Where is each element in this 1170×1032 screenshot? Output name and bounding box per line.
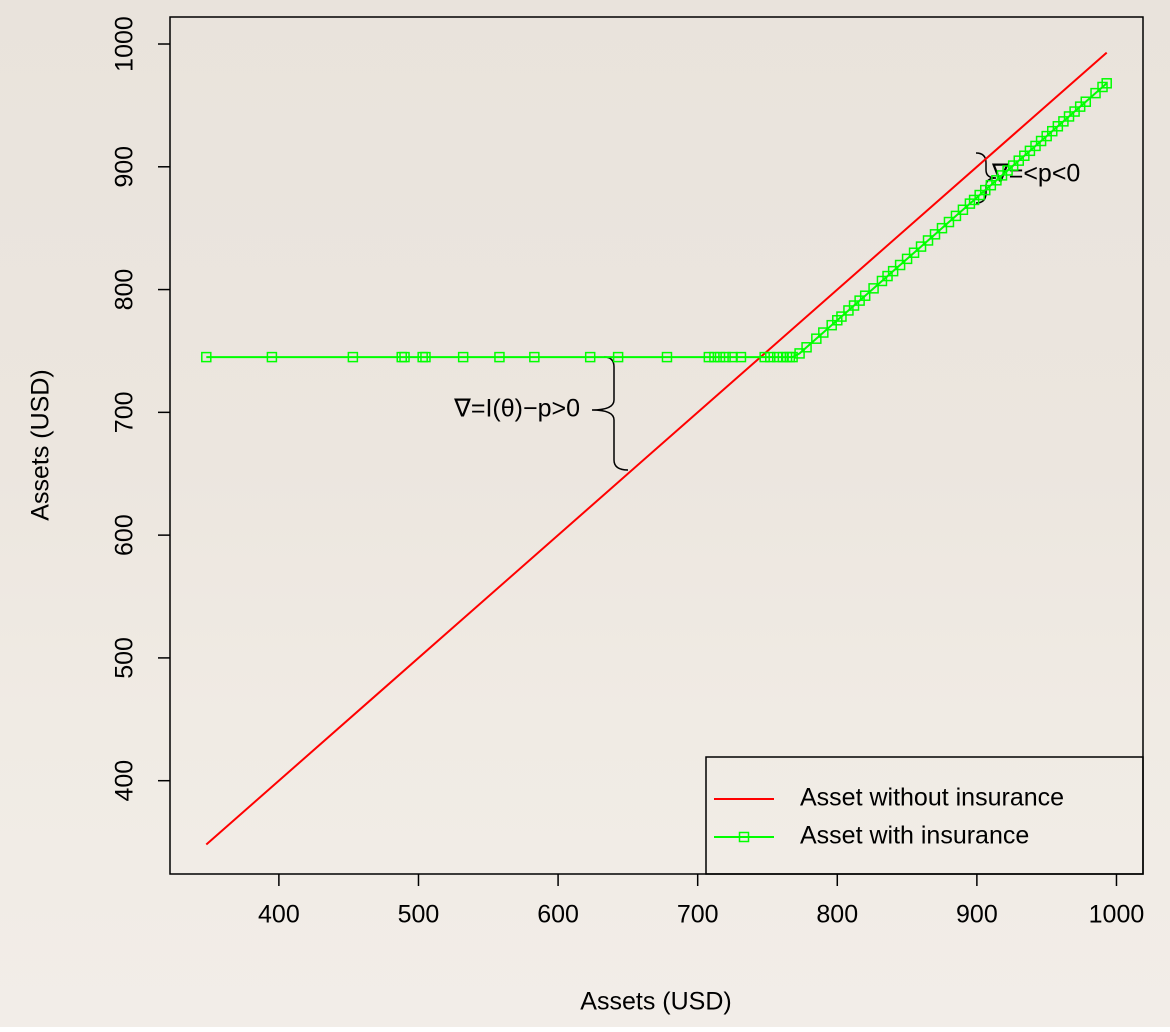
legend-label: Asset without insurance [800,784,1064,812]
annotation: ∇=I(θ)−p>0 [453,395,580,423]
x-axis-label: Assets (USD) [580,988,731,1016]
background [0,0,1170,1027]
x-tick-label: 800 [816,901,858,929]
x-tick-label: 400 [258,901,300,929]
y-tick-label: 1000 [111,16,139,72]
y-tick-label: 700 [111,391,139,433]
legend-label: Asset with insurance [800,822,1029,850]
y-axis-label: Assets (USD) [27,369,55,520]
x-tick-label: 1000 [1089,901,1145,929]
x-tick-label: 900 [956,901,998,929]
y-tick-label: 500 [111,637,139,679]
chart: Assets (USD) Assets (USD) ∇=I(θ)−p>0 ∇=<… [0,0,1170,1027]
x-tick-label: 700 [677,901,719,929]
x-tick-label: 600 [537,901,579,929]
y-tick-label: 800 [111,269,139,311]
y-tick-label: 600 [111,514,139,556]
y-tick-label: 400 [111,760,139,802]
x-tick-label: 500 [398,901,440,929]
y-tick-label: 900 [111,146,139,188]
